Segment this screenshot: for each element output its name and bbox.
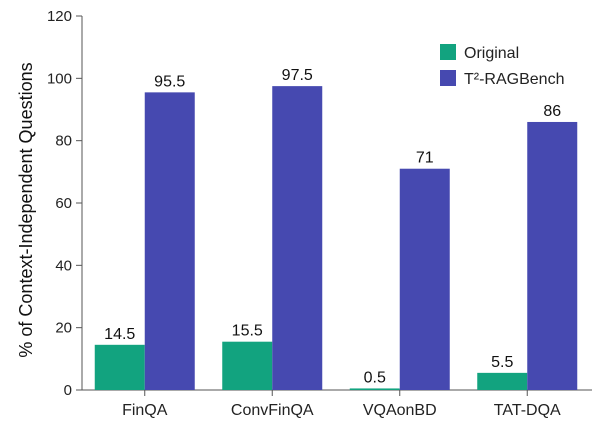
x-tick-label: TAT-DQA	[494, 402, 561, 419]
legend: Original T²-RAGBench	[440, 44, 564, 88]
y-ticks: 0 20 40 60 80 100 120	[47, 8, 82, 399]
y-tick-label: 40	[55, 257, 72, 274]
legend-swatch	[440, 44, 456, 60]
legend-label: T²-RAGBench	[464, 71, 564, 88]
bar-t-ragbench	[527, 121, 578, 390]
category-labels: FinQA ConvFinQA VQAonBD TAT-DQA	[122, 390, 561, 419]
bar-original	[94, 344, 145, 390]
bar-t-ragbench	[144, 92, 195, 390]
bar-t-ragbench	[399, 168, 450, 390]
data-label: 15.5	[232, 323, 263, 340]
data-label: 95.5	[154, 73, 185, 90]
data-label: 71	[416, 150, 434, 167]
y-tick-label: 0	[64, 382, 72, 399]
x-tick-label: ConvFinQA	[231, 402, 314, 419]
data-label: 5.5	[491, 354, 513, 371]
bar-original	[349, 388, 400, 390]
y-tick-label: 80	[55, 133, 72, 150]
bars: 14.5 95.5 15.5 97.5 0.5 71 5.5 86	[94, 67, 578, 390]
data-label: 0.5	[364, 369, 386, 386]
bar-original	[477, 372, 528, 390]
data-label: 97.5	[282, 67, 313, 84]
legend-swatch	[440, 70, 456, 86]
bar-t-ragbench	[272, 86, 323, 390]
data-label: 14.5	[104, 326, 135, 343]
y-tick-label: 60	[55, 195, 72, 212]
data-label: 86	[543, 103, 561, 120]
legend-label: Original	[464, 45, 519, 62]
y-tick-label: 100	[47, 70, 72, 87]
x-tick-label: FinQA	[122, 402, 168, 419]
y-axis-label: % of Context-Independent Questions	[16, 62, 36, 357]
bar-original	[222, 341, 273, 390]
x-tick-label: VQAonBD	[363, 402, 437, 419]
y-tick-label: 120	[47, 8, 72, 25]
y-tick-label: 20	[55, 320, 72, 337]
